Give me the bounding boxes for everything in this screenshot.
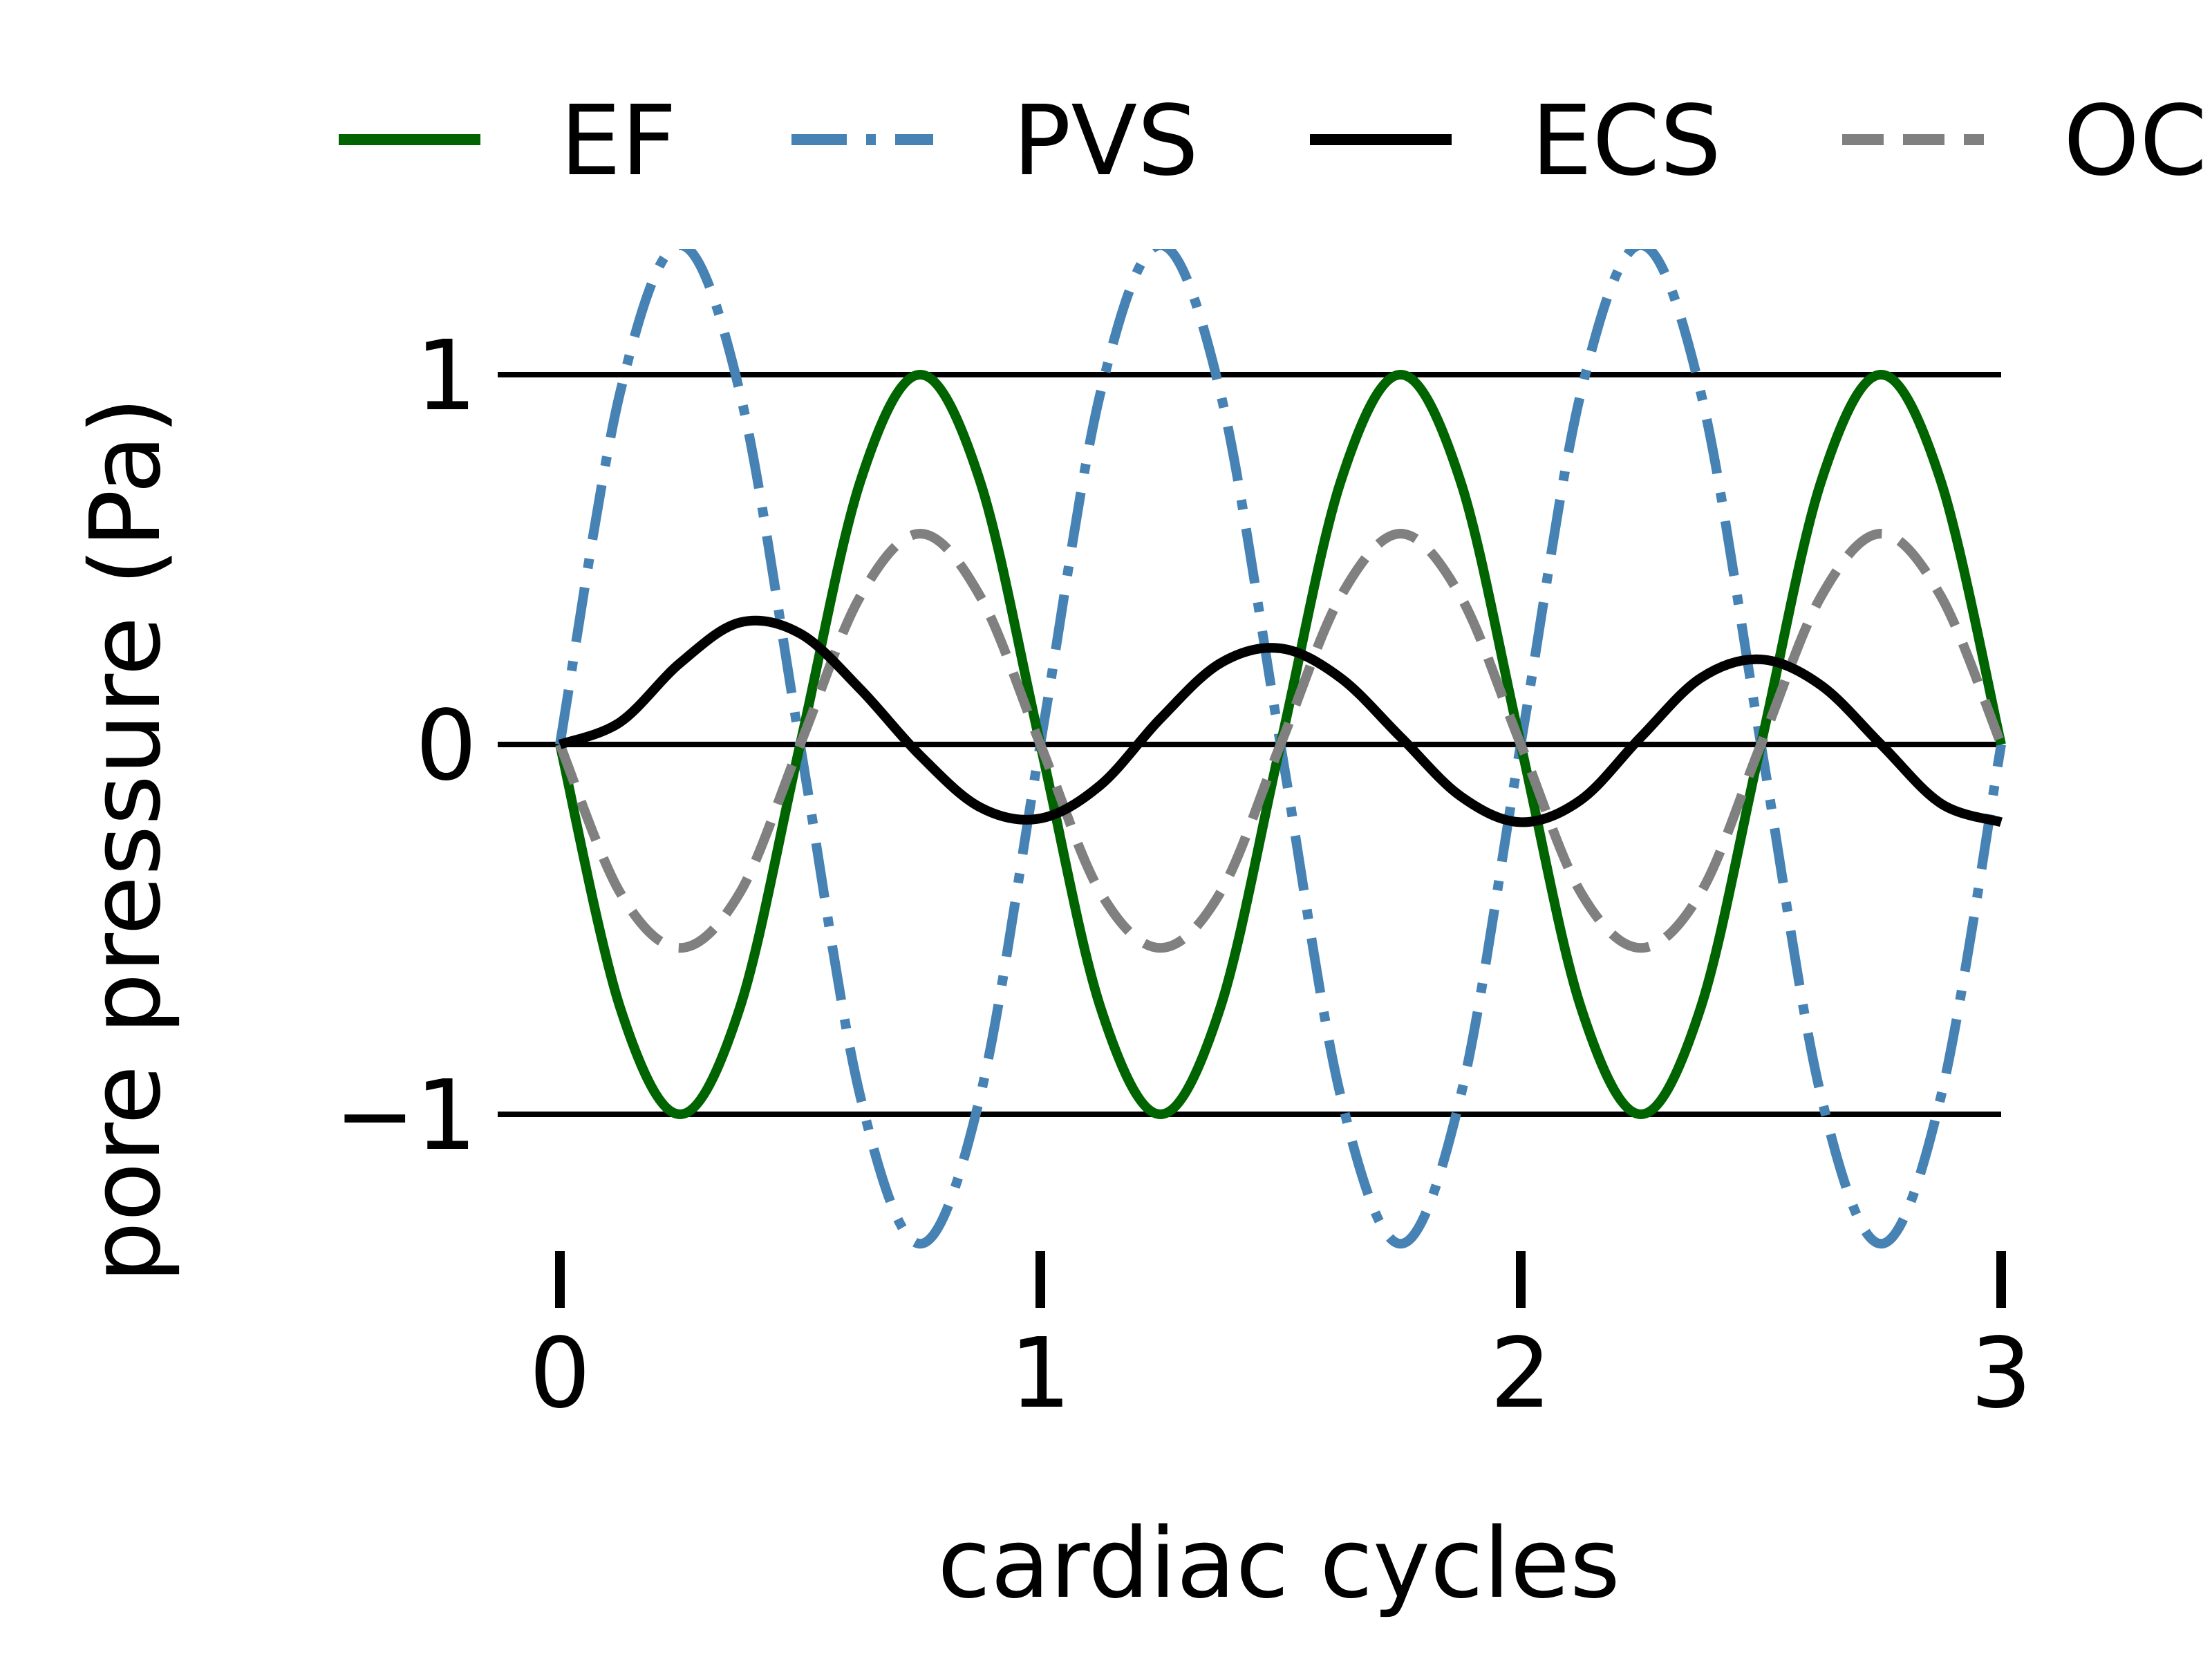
legend-label-ecs: ECS <box>1531 85 1721 198</box>
legend-label-oc: OC <box>2063 85 2207 198</box>
legend-label-pvs: PVS <box>1013 85 1199 198</box>
y-tick-label: 1 <box>415 320 477 433</box>
series-line-ecs <box>558 615 2003 827</box>
y-axis: −1 0 1 <box>335 320 477 1172</box>
x-tick-label: 2 <box>1490 1318 1551 1430</box>
reference-lines <box>498 372 2001 1117</box>
series-line-oc <box>555 529 2006 953</box>
x-tick-label: 1 <box>1009 1318 1071 1430</box>
series-lines <box>555 249 2006 1249</box>
legend-label-ef: EF <box>560 85 677 198</box>
x-tick-label: 3 <box>1970 1318 2032 1430</box>
x-tick-label: 0 <box>529 1318 590 1430</box>
legend: EF PVS ECS OC <box>339 85 2207 198</box>
y-tick-label: −1 <box>335 1060 477 1172</box>
x-axis-label: cardiac cycles <box>937 1508 1620 1620</box>
x-axis: 0 1 2 3 <box>529 1251 2032 1430</box>
y-tick-label: 0 <box>415 690 477 803</box>
y-axis-label: pore pressure (Pa) <box>70 397 182 1283</box>
